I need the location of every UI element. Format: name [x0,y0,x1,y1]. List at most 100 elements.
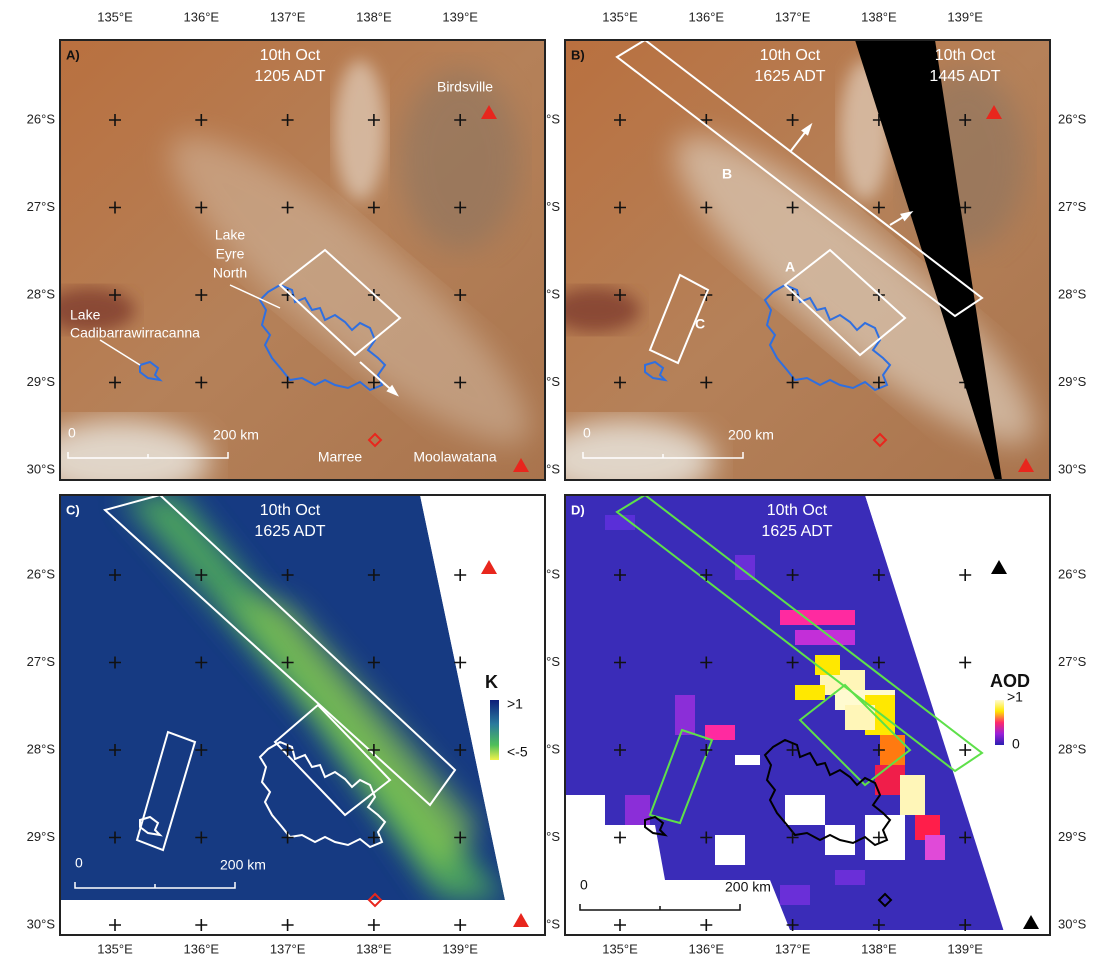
lat-label: 30°S [27,916,56,931]
lat-label: 26°S [27,111,56,126]
legend-bar [490,700,499,760]
lon-label: 135°E [602,941,638,956]
lon-label: 135°E [97,941,133,956]
box-label: C [695,316,705,332]
place-label: Lake [70,307,101,323]
time-label: 10th Oct [260,47,321,64]
figure: 135°E135°E135°E135°E136°E136°E136°E136°E… [0,0,1106,965]
aod-pixel [780,885,810,905]
scale-label: 200 km [213,427,259,443]
scale-label: 0 [75,855,83,871]
lon-label: 138°E [356,941,392,956]
lon-label: 139°E [442,941,478,956]
panel-label: D) [571,502,585,517]
aod-pixel [900,775,925,815]
aod-pixel [715,835,745,865]
lon-label: 138°E [861,9,897,24]
time-label: 10th Oct [767,502,828,519]
time-label: 10th Oct [260,502,321,519]
lat-label: 29°S [27,374,56,389]
aod-pixel [925,835,945,860]
panel-label: C) [66,502,80,517]
lon-label: 136°E [689,941,725,956]
legend-label: 0 [1012,736,1020,752]
aod-pixel [795,685,825,700]
lat-label: 30°S [27,461,56,476]
legend-label: <-5 [507,744,528,760]
lon-label: 138°E [861,941,897,956]
time-label: 10th Oct [935,47,996,64]
scale-label: 0 [580,877,588,893]
map-content: 0 200 km B) 10th Oct 1625 ADT 10th Oct 1445 AD… [535,40,1067,500]
place-label: Moolawatana [413,449,496,465]
lon-label: 136°E [184,941,220,956]
scale-label: 0 [68,425,76,441]
lat-label: 28°S [27,286,56,301]
terrain [400,70,520,250]
time-label: 10th Oct [760,47,821,64]
lon-label: 136°E [689,9,725,24]
place-label: Lake [215,227,246,243]
aod-pixel [675,695,695,735]
legend-label: >1 [1007,689,1023,705]
lon-label: 139°E [947,9,983,24]
aod-pixel [835,870,865,885]
scale-label: 0 [583,425,591,441]
lon-label: 137°E [270,941,306,956]
map-content: 0200 kmD)10th Oct1625 ADTAOD>10 [565,495,1050,935]
lat-label: 29°S [27,829,56,844]
aod-pixel [705,725,735,740]
place-label: Marree [318,449,363,465]
lat-label: 26°S [27,566,56,581]
lon-label: 139°E [442,9,478,24]
aod-pixel [735,755,760,765]
terrain [550,288,640,332]
lon-label: 137°E [775,9,811,24]
scale-label: 200 km [220,857,266,873]
lat-label: 29°S [1058,374,1087,389]
place-label: Birdsville [437,79,493,95]
place-label: North [213,265,247,281]
lon-label: 137°E [270,9,306,24]
lon-label: 139°E [947,941,983,956]
box-label: B [722,166,732,182]
lat-label: 27°S [27,654,56,669]
lon-label: 137°E [775,941,811,956]
lat-label: 27°S [1058,199,1087,214]
aod-pixel [845,705,875,730]
scale-label: 200 km [728,427,774,443]
box-label: A [785,259,795,275]
legend-label: >1 [507,696,523,712]
lat-label: 27°S [1058,654,1087,669]
time-label: 1445 ADT [929,68,1000,85]
aod-pixel [785,795,825,825]
terrain [30,420,210,500]
time-label: 1205 ADT [254,68,325,85]
legend-bar [995,700,1004,745]
map-panel: 0200 kmC)10th Oct1625 ADTK>1<-5 [60,495,545,935]
map-content: 0 200 km A) 10th Oct 1205 ADT Birdsville Marre… [30,40,562,500]
place-label: Eyre [216,246,245,262]
lat-label: 28°S [1058,286,1087,301]
time-label: 1625 ADT [761,523,832,540]
map-panel: 0 200 km A) 10th Oct 1205 ADT Birdsville Marre… [30,40,562,500]
lat-label: 26°S [1058,566,1087,581]
lon-label: 136°E [184,9,220,24]
lat-label: 30°S [1058,916,1087,931]
lat-label: 27°S [27,199,56,214]
lon-label: 135°E [602,9,638,24]
lat-label: 30°S [1058,461,1087,476]
terrain [535,420,715,500]
lat-label: 28°S [27,741,56,756]
panel-label: B) [571,47,585,62]
aod-pixel [565,795,605,825]
lat-label: 29°S [1058,829,1087,844]
panel-label: A) [66,47,80,62]
scale-label: 200 km [725,879,771,895]
time-label: 1625 ADT [754,68,825,85]
legend-title: K [485,672,498,692]
aod-pixel [815,655,840,675]
lon-label: 138°E [356,9,392,24]
